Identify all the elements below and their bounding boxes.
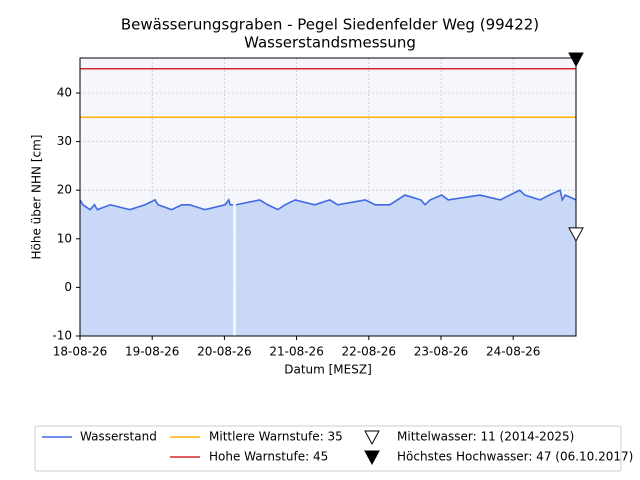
y-tick-label: 10 [57, 231, 72, 245]
chart-title: Bewässerungsgraben - Pegel Siedenfelder … [121, 16, 539, 34]
x-tick-label: 23-08-26 [414, 345, 468, 359]
y-tick-label: 0 [64, 280, 72, 294]
x-tick-label: 18-08-26 [53, 345, 107, 359]
area [80, 190, 576, 336]
x-tick-label: 22-08-26 [342, 345, 396, 359]
plot-frame [79, 57, 577, 337]
y-tick-label: 20 [57, 183, 72, 197]
y-tick-label: -10 [52, 329, 72, 343]
line [79, 189, 577, 211]
x-tick-label: 24-08-26 [486, 345, 540, 359]
y-tick-label: 40 [57, 85, 72, 99]
level-marker [568, 227, 584, 242]
x-tick-label: 20-08-26 [197, 345, 251, 359]
legend-swatch [364, 430, 380, 446]
legend-label: Mittelwasser: 11 (2014-2025) [397, 430, 574, 444]
chart-subtitle: Wasserstandsmessung [244, 34, 416, 52]
x-tick-label: 19-08-26 [125, 345, 179, 359]
x-tick-label: 21-08-26 [269, 345, 323, 359]
level-marker [568, 52, 584, 68]
y-tick-label: 30 [57, 134, 72, 148]
x-axis-label: Datum [MESZ] [284, 363, 372, 377]
legend-label: Hohe Warnstufe: 45 [209, 450, 328, 464]
y-axis-label: Höhe über NHN [cm] [30, 135, 44, 260]
legend-label: Höchstes Hochwasser: 47 (06.10.2017) [397, 450, 633, 464]
legend-label: Wasserstand [80, 430, 157, 444]
legend-swatch [364, 450, 380, 466]
legend-label: Mittlere Warnstufe: 35 [209, 430, 343, 444]
